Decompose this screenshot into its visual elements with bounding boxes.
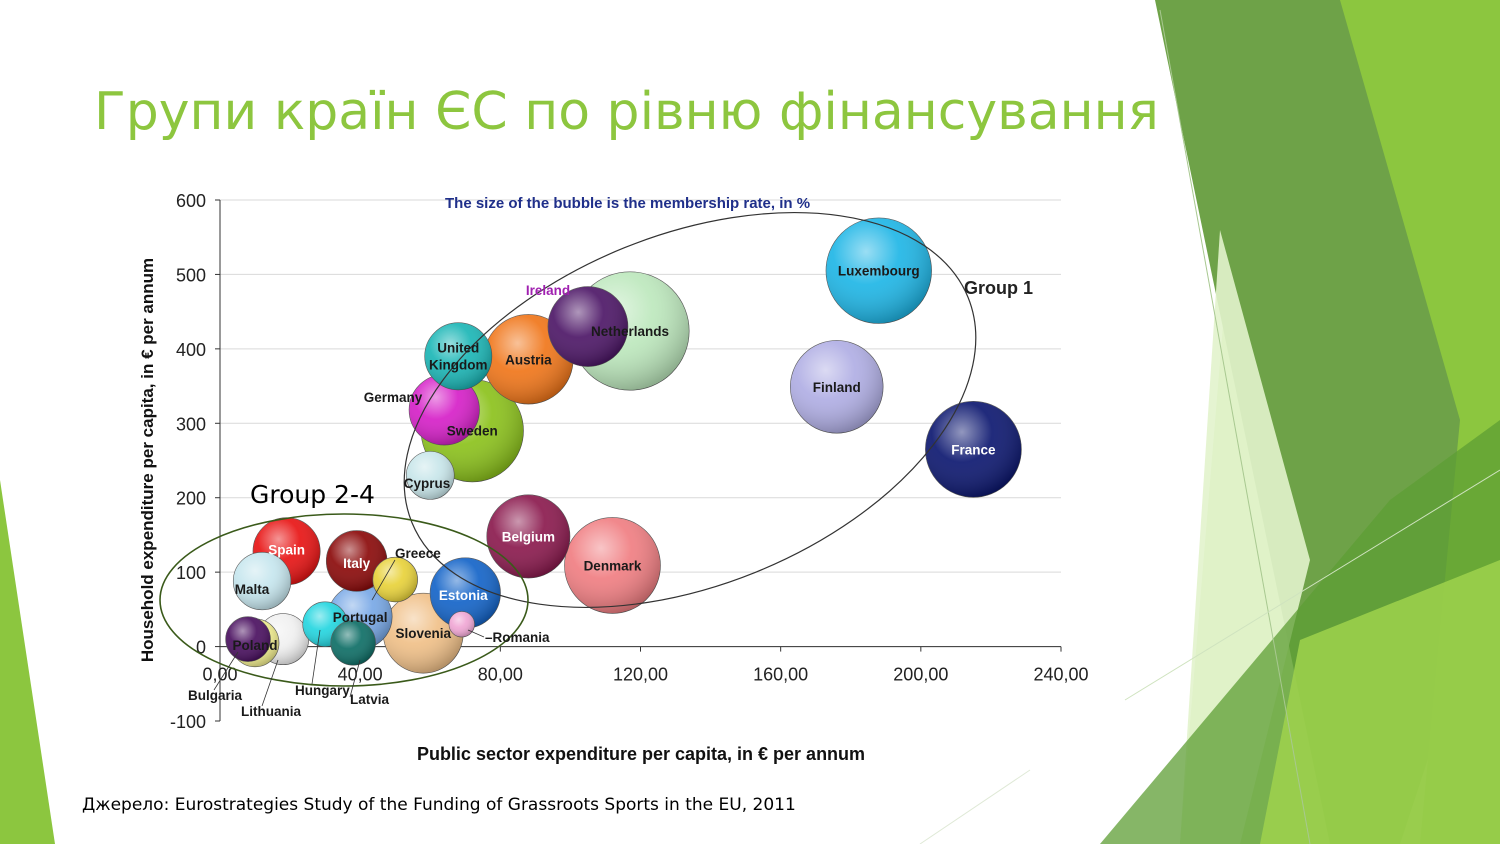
bubble-italy: [325, 530, 388, 592]
leader-line: [213, 651, 239, 691]
leader-line: [349, 659, 361, 698]
bubble-malta: [232, 551, 292, 611]
group-1-outline: [403, 212, 977, 608]
bubble-united-kingdom: [424, 322, 493, 391]
leader-line: [467, 629, 485, 638]
bubble-luxembourg: [825, 217, 932, 324]
y-tick-label: 500: [176, 265, 206, 285]
x-axis-title: Public sector expenditure per capita, in…: [417, 744, 865, 764]
chart-subtitle: The size of the bubble is the membership…: [445, 195, 810, 212]
x-tick-label: 240,00: [1033, 665, 1088, 685]
bubble-denmark: [564, 517, 661, 614]
leader-line: [371, 559, 396, 601]
bubble-label-bulgaria: Bulgaria: [188, 688, 243, 703]
bubble-label-greece: Greece: [395, 546, 441, 561]
bubble-label-poland: Poland: [233, 638, 278, 653]
leader-line: [261, 659, 279, 707]
bubble-label-portugal: Portugal: [333, 610, 388, 625]
decor-line: [919, 769, 1031, 844]
bubble-label-austria: Austria: [505, 352, 552, 367]
y-tick-label: 100: [176, 563, 206, 583]
y-tick-label: 200: [176, 489, 206, 509]
bubble-label-spain: Spain: [268, 542, 305, 557]
x-tick-label: 200,00: [893, 665, 948, 685]
bubble-cyprus: [405, 451, 455, 500]
x-tick-label: 160,00: [753, 665, 808, 685]
bubble-ireland: [547, 286, 629, 367]
right-panel-bottom-lime: [1260, 560, 1500, 844]
bubble-france: [925, 401, 1022, 498]
bubble-latvia: [330, 620, 376, 666]
slide-title: Групи країн ЄС по рівню фінансування: [94, 82, 1159, 142]
decor-line: [1159, 9, 1311, 844]
bubble-bulgaria: [225, 616, 271, 662]
bubble-label-denmark: Denmark: [584, 558, 642, 573]
bubble-belgium: [486, 494, 571, 579]
bubble-label-lithuania: Lithuania: [241, 704, 301, 719]
group-2-4-label: Group 2-4: [250, 480, 375, 509]
bubble-greece: [372, 556, 418, 603]
bubble-label-malta: Malta: [235, 582, 270, 597]
bubble-romania: [448, 611, 475, 638]
bubble-label-romania: –Romania: [485, 630, 550, 645]
bubble-germany: [408, 374, 480, 446]
bubble-label-estonia: Estonia: [439, 588, 488, 603]
x-tick-label: 0,00: [202, 665, 237, 685]
bubble-finland: [790, 340, 884, 434]
y-tick-label: 300: [176, 414, 206, 434]
group-1-label: Group 1: [964, 278, 1033, 298]
bubble-label-france: France: [951, 442, 996, 457]
bubble-label-slovenia: Slovenia: [395, 626, 451, 641]
x-tick-label: 120,00: [613, 665, 668, 685]
x-tick-label: 40,00: [338, 665, 383, 685]
y-tick-label: 400: [176, 340, 206, 360]
bubble-label-cyprus: Cyprus: [404, 476, 451, 491]
y-tick-label: 600: [176, 191, 206, 211]
bubble-label-finland: Finland: [813, 380, 861, 395]
x-tick-label: 80,00: [478, 665, 523, 685]
source-note: Джерело: Eurostrategies Study of the Fun…: [82, 795, 796, 815]
bubble-label-sweden: Sweden: [447, 424, 498, 439]
bubble-label-ireland: Ireland: [526, 283, 570, 298]
bubble-label-luxembourg: Luxembourg: [838, 264, 920, 279]
left-edge-green: [0, 480, 55, 844]
leader-line: [311, 629, 321, 685]
y-axis-title: Household expenditure per capita, in € p…: [138, 258, 157, 662]
bubble-label-germany: Germany: [364, 390, 423, 405]
group-2-4-outline: [159, 513, 529, 687]
bubble-estonia: [429, 557, 501, 629]
bubble-label-united-kingdom: United Kingdom: [429, 340, 488, 372]
bubble-label-netherlands: Netherlands: [591, 324, 669, 339]
bubble-label-latvia: Latvia: [350, 692, 390, 707]
bubble-label-italy: Italy: [343, 556, 371, 571]
decor-line: [1124, 469, 1500, 701]
bubble-label-belgium: Belgium: [502, 529, 555, 544]
y-tick-label: 0: [196, 638, 206, 658]
y-tick-label: -100: [170, 712, 206, 732]
bubble-label-hungary: Hungary: [295, 683, 350, 698]
